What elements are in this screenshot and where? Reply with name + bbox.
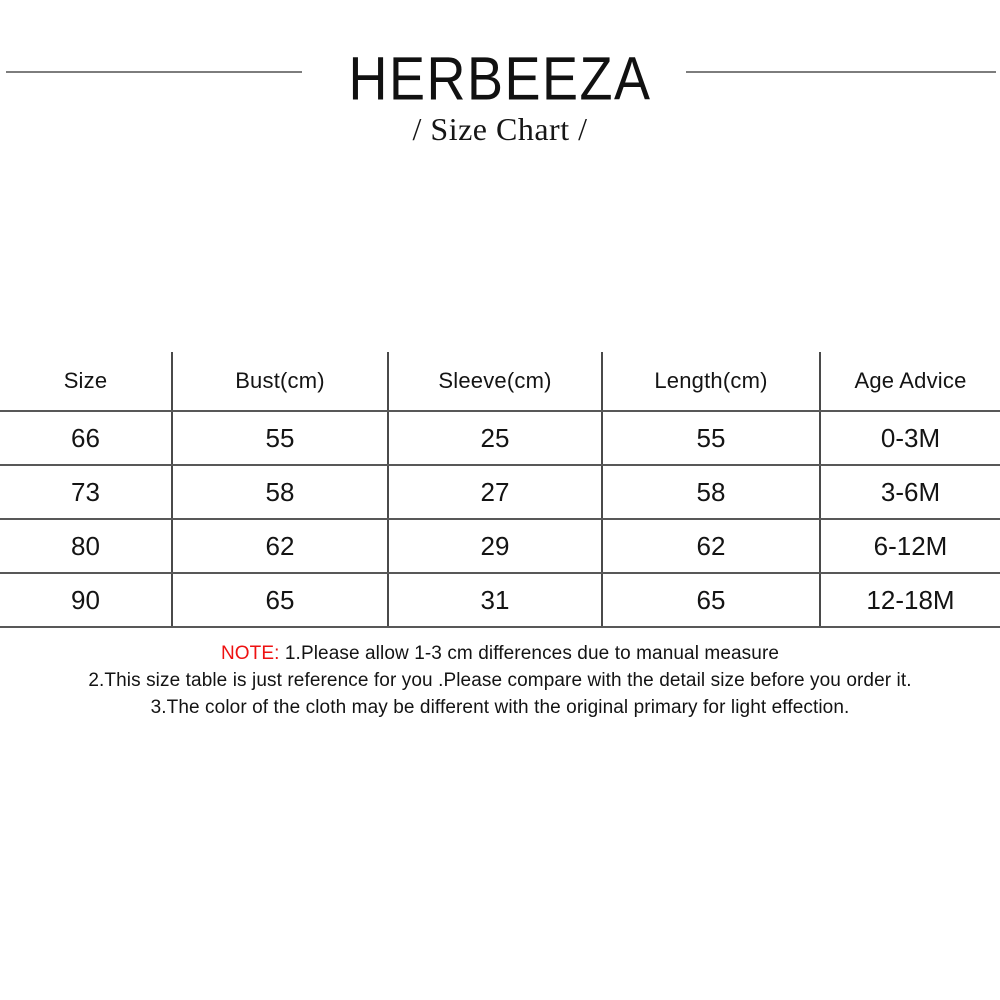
size-chart-table-container: Size Bust(cm) Sleeve(cm) Length(cm) Age … bbox=[0, 352, 1000, 628]
table-row: 66 55 25 55 0-3M bbox=[0, 411, 1000, 466]
header-block: HERBEEZA / Size Chart / bbox=[0, 0, 1000, 160]
note-line-1: NOTE: 1.Please allow 1-3 cm differences … bbox=[0, 640, 1000, 667]
cell-size: 80 bbox=[0, 519, 172, 574]
decorative-rule-right bbox=[686, 71, 996, 73]
note-line-2: 2.This size table is just reference for … bbox=[88, 670, 912, 691]
brand-title: HERBEEZA bbox=[348, 44, 652, 114]
note-line-3: 3.The color of the cloth may be differen… bbox=[150, 697, 850, 718]
cell-length: 65 bbox=[601, 573, 820, 628]
notes-block: NOTE: 1.Please allow 1-3 cm differences … bbox=[0, 640, 1000, 721]
cell-sleeve: 31 bbox=[387, 573, 602, 628]
size-chart-table: Size Bust(cm) Sleeve(cm) Length(cm) Age … bbox=[0, 352, 1000, 628]
cell-bust: 62 bbox=[171, 519, 388, 574]
table-row: 73 58 27 58 3-6M bbox=[0, 465, 1000, 520]
cell-size: 90 bbox=[0, 573, 172, 628]
column-header-size: Size bbox=[0, 352, 172, 412]
note-label: NOTE: bbox=[220, 643, 280, 664]
cell-age: 3-6M bbox=[819, 465, 1000, 520]
cell-size: 66 bbox=[0, 411, 172, 466]
cell-age: 12-18M bbox=[819, 573, 1000, 628]
table-row: 80 62 29 62 6-12M bbox=[0, 519, 1000, 574]
cell-bust: 55 bbox=[171, 411, 388, 466]
column-header-bust: Bust(cm) bbox=[171, 352, 388, 412]
column-header-length: Length(cm) bbox=[601, 352, 820, 412]
cell-sleeve: 27 bbox=[387, 465, 602, 520]
page-subtitle: / Size Chart / bbox=[412, 111, 588, 147]
cell-bust: 58 bbox=[171, 465, 388, 520]
column-header-age: Age Advice bbox=[819, 352, 1000, 412]
cell-sleeve: 25 bbox=[387, 411, 602, 466]
table-header-row: Size Bust(cm) Sleeve(cm) Length(cm) Age … bbox=[0, 352, 1000, 412]
cell-length: 62 bbox=[601, 519, 820, 574]
cell-age: 6-12M bbox=[819, 519, 1000, 574]
note-line-1-text: 1.Please allow 1-3 cm differences due to… bbox=[279, 643, 780, 664]
cell-length: 55 bbox=[601, 411, 820, 466]
cell-bust: 65 bbox=[171, 573, 388, 628]
table-row: 90 65 31 65 12-18M bbox=[0, 573, 1000, 628]
cell-age: 0-3M bbox=[819, 411, 1000, 466]
column-header-sleeve: Sleeve(cm) bbox=[387, 352, 602, 412]
cell-sleeve: 29 bbox=[387, 519, 602, 574]
cell-length: 58 bbox=[601, 465, 820, 520]
decorative-rule-left bbox=[6, 71, 302, 73]
cell-size: 73 bbox=[0, 465, 172, 520]
